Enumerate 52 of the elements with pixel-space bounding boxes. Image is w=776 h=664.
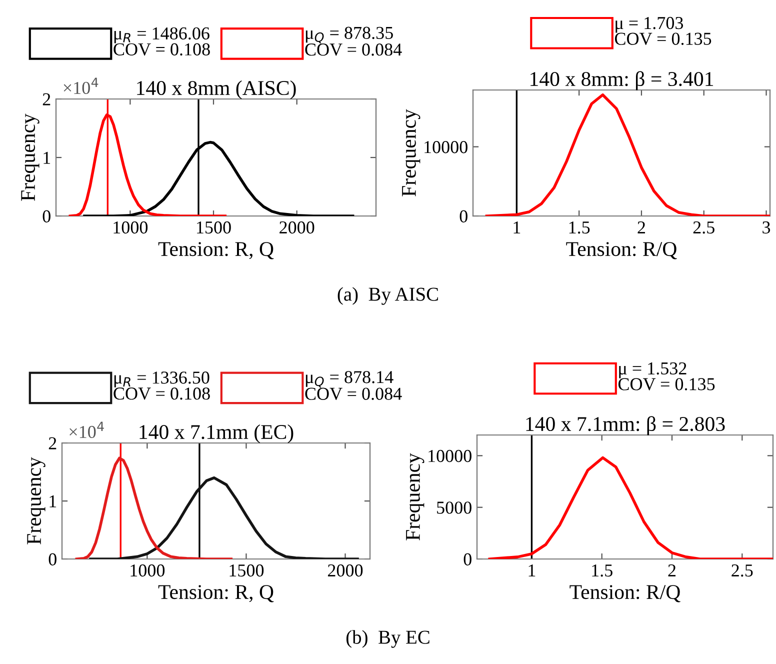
line-series — [89, 476, 359, 559]
x-tick-label: 1.5 — [569, 221, 590, 234]
text: ×10$^{4}$ — [70, 422, 104, 438]
line-series — [75, 456, 233, 559]
chart-title: 140 x 8mm (AISC) — [137, 80, 296, 100]
chart-title: 140 x 8mm: β = 3.401 — [530, 71, 714, 90]
x-tick-label: 1500 — [197, 221, 231, 234]
x-tick-label: 1 — [514, 221, 520, 234]
legend-label: μ$_{Q}$ = 878.35 COV = 0.084 — [305, 26, 402, 56]
text: (a) By AISC — [338, 287, 438, 305]
y-axis-title: Frequency — [27, 457, 46, 544]
y-tick-label: 2 — [48, 437, 56, 450]
y-tick-label: 10000 — [428, 450, 472, 462]
x-axis-title: Tension: R, Q — [158, 585, 274, 602]
y-tick-label: 10000 — [424, 141, 468, 154]
x-tick-label: 2 — [638, 221, 645, 234]
text: (b) By EC — [346, 630, 430, 648]
x-tick-label: 1 — [528, 564, 536, 576]
x-tick-label: 1000 — [130, 564, 165, 577]
x-axis-title: Tension: R/Q — [570, 585, 680, 602]
text: ×10$^{4}$ — [64, 78, 98, 94]
x-axis-title: Tension: R/Q — [566, 242, 677, 260]
y-tick-label: 0 — [48, 553, 56, 566]
y-tick-label: 0 — [460, 210, 468, 222]
legend-label: μ = 1.703 COV = 0.135 — [614, 16, 712, 45]
line-series — [485, 93, 770, 216]
x-tick-label: 2 — [668, 564, 676, 576]
y-axis-title: Frequency — [21, 114, 40, 201]
x-tick-label: 1000 — [114, 221, 148, 234]
y-axis-title: Frequency — [402, 109, 420, 196]
line-series — [488, 456, 773, 559]
x-tick-label: 2000 — [280, 221, 314, 234]
x-tick-label: 2000 — [328, 564, 363, 577]
legend-label: μ$_{R}$ = 1486.06 COV = 0.108 — [114, 27, 210, 56]
chart-title: 140 x 7.1mm: β = 2.803 — [526, 416, 725, 436]
legend-label: μ = 1.532 COV = 0.135 — [618, 362, 715, 390]
legend-label: μ$_{R}$ = 1336.50 COV = 0.108 — [114, 372, 210, 400]
y-tick-label: 0 — [42, 210, 50, 222]
x-tick-label: 1500 — [230, 564, 264, 577]
y-axis-title: Frequency — [406, 453, 424, 540]
legend-label: μ$_{Q}$ = 878.14 COV = 0.084 — [305, 371, 402, 400]
y-tick-label: 2 — [42, 93, 50, 106]
x-tick-label: 1.5 — [592, 564, 612, 577]
x-tick-label: 2.5 — [693, 221, 714, 234]
y-tick-label: 1 — [44, 152, 50, 164]
y-tick-label: 1 — [50, 495, 56, 508]
y-tick-label: 5000 — [437, 502, 472, 514]
y-tick-label: 0 — [464, 553, 472, 566]
x-axis-title: Tension: R, Q — [158, 242, 274, 260]
x-tick-label: 3 — [762, 221, 770, 234]
x-tick-label: 2.5 — [732, 564, 753, 577]
chart-title: 140 x 7.1mm (EC) — [140, 424, 294, 444]
